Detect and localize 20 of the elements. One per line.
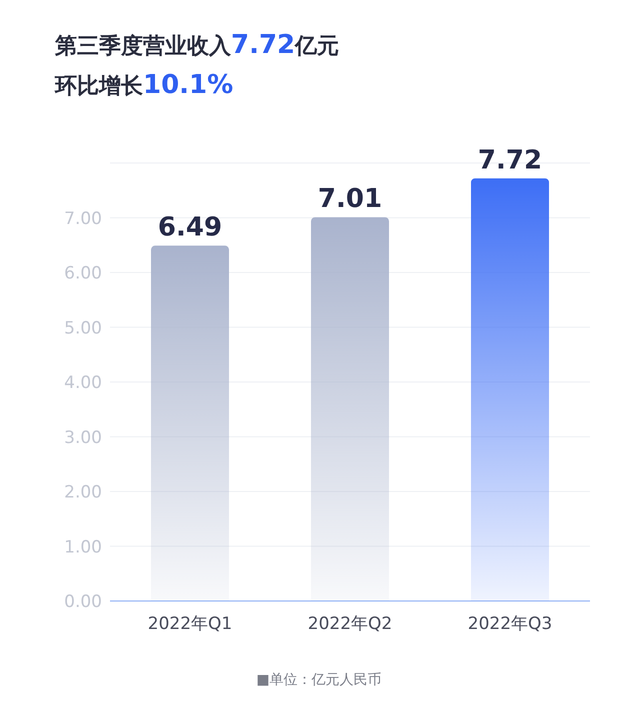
text: ■单位：亿元人民币 — [255, 671, 383, 689]
bar — [151, 246, 229, 601]
data-label: 7.01 — [318, 184, 382, 214]
y-tick-label: 5.00 — [64, 318, 102, 338]
x-tick-label: 2022年Q2 — [308, 614, 392, 634]
chart-title: 第三季度营业收入7.72亿元 — [55, 30, 340, 60]
bar — [311, 217, 389, 601]
x-tick-label: 2022年Q1 — [148, 614, 232, 634]
y-tick-label: 7.00 — [64, 208, 102, 229]
y-tick-label: 0.00 — [64, 592, 102, 612]
y-tick-label: 3.00 — [64, 428, 102, 448]
y-tick-label: 6.00 — [64, 264, 102, 284]
y-tick-label: 4.00 — [64, 373, 102, 394]
x-tick-label: 2022年Q3 — [468, 614, 552, 634]
bar — [471, 178, 549, 601]
chart-subtitle: 环比增长10.1% — [55, 70, 234, 100]
data-label: 6.49 — [158, 212, 222, 243]
y-tick-label: 1.00 — [64, 537, 102, 558]
data-label: 7.72 — [478, 145, 542, 176]
y-tick-label: 2.00 — [64, 482, 102, 503]
